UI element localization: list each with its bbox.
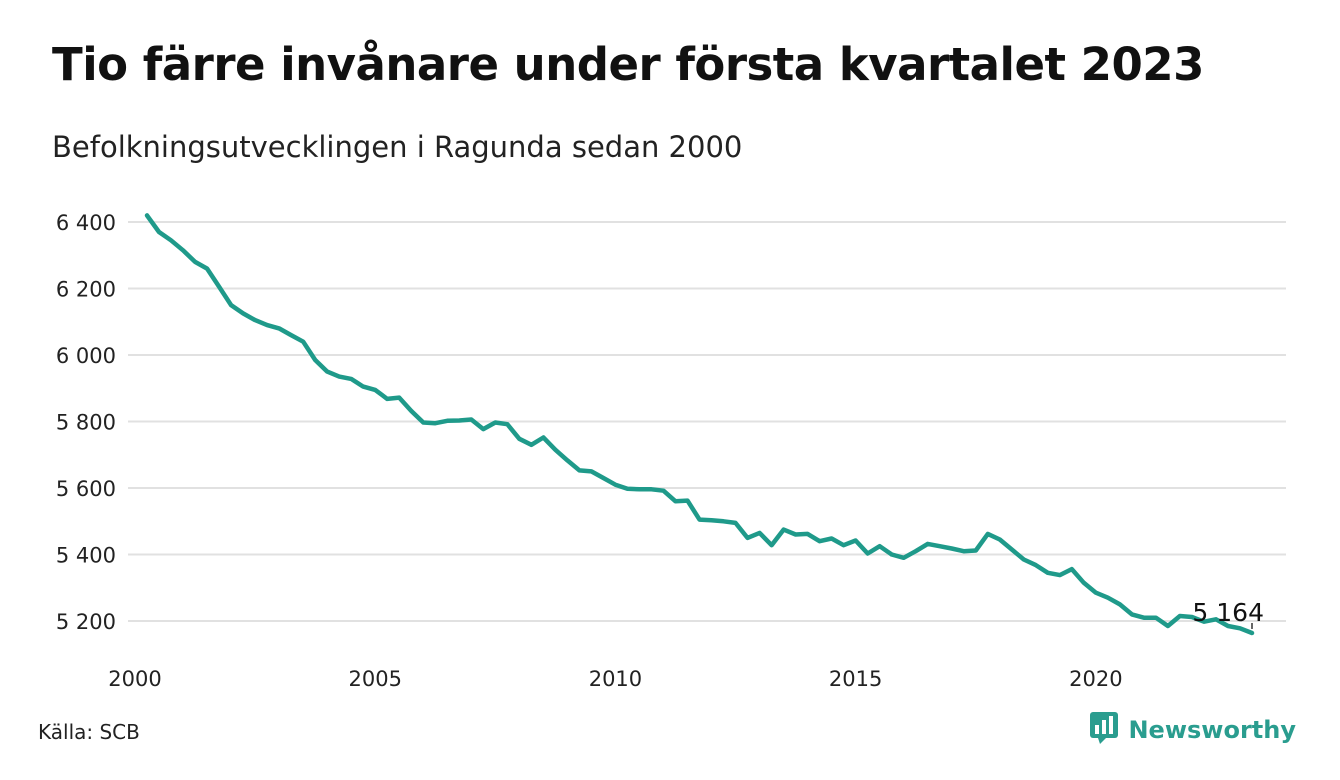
chart-title: Tio färre invånare under första kvartale… — [52, 38, 1204, 91]
y-tick-label: 6 000 — [56, 344, 116, 368]
series-line — [144, 213, 1255, 636]
y-tick-label: 5 800 — [56, 411, 116, 435]
brand-name: Newsworthy — [1128, 716, 1296, 744]
source-note: Källa: SCB — [38, 720, 140, 744]
x-tick-label: 2005 — [348, 667, 401, 691]
x-axis-ticks: 2000 2005 2010 2015 2020 — [108, 667, 1122, 691]
line-chart: 5 200 5 400 5 600 5 800 6 000 6 200 6 400 2000… — [56, 211, 1286, 691]
annotation-layer: 5 164 — [1192, 598, 1264, 629]
brand-logo[interactable]: Newsworthy — [1090, 712, 1296, 748]
y-tick-label: 6 200 — [56, 278, 116, 302]
last-value-label: 5 164 — [1192, 598, 1264, 627]
x-tick-label: 2015 — [829, 667, 882, 691]
y-tick-label: 5 400 — [56, 544, 116, 568]
newsworthy-logo-icon — [1090, 712, 1119, 748]
y-tick-label: 6 400 — [56, 211, 116, 235]
y-tick-label: 5 200 — [56, 610, 116, 634]
series-layer — [144, 213, 1255, 636]
x-tick-label: 2000 — [108, 667, 161, 691]
x-tick-label: 2010 — [589, 667, 642, 691]
y-tick-label: 5 600 — [56, 477, 116, 501]
chart-subtitle: Befolkningsutvecklingen i Ragunda sedan … — [52, 130, 743, 164]
grid-lines — [128, 221, 1286, 622]
x-tick-label: 2020 — [1069, 667, 1122, 691]
y-axis-ticks: 5 200 5 400 5 600 5 800 6 000 6 200 6 400 — [56, 211, 116, 634]
